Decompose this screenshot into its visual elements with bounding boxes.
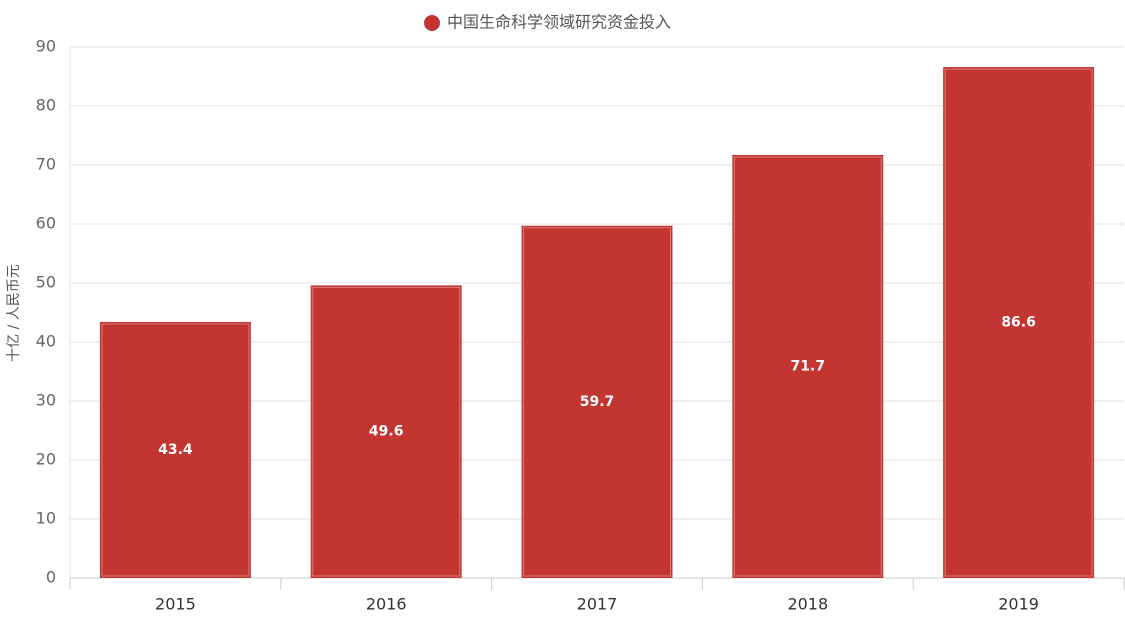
bar-inner-border <box>733 156 882 577</box>
x-tick-label: 2018 <box>787 595 828 614</box>
bar <box>99 321 251 578</box>
x-tick-label: 2016 <box>366 595 407 614</box>
bar <box>943 67 1095 578</box>
bar-inner-border <box>312 286 461 577</box>
x-tick-label: 2017 <box>577 595 618 614</box>
x-tick-label: 2015 <box>155 595 196 614</box>
y-tick-label: 50 <box>36 273 56 292</box>
legend-marker <box>424 15 440 31</box>
legend-label: 中国生命科学领域研究资金投入 <box>447 13 671 32</box>
bar-inner-border <box>523 227 671 577</box>
y-tick-label: 40 <box>36 332 56 351</box>
y-tick-label: 90 <box>36 37 56 56</box>
bar-inner-border <box>944 68 1093 577</box>
bar-inner-border <box>101 323 250 577</box>
y-tick-label: 80 <box>36 96 56 115</box>
y-tick-label: 70 <box>36 155 56 174</box>
y-tick-label: 30 <box>36 391 56 410</box>
bar <box>521 225 673 578</box>
bar-value-label: 71.7 <box>791 358 826 374</box>
y-axis-label: 十亿 / 人民币元 <box>6 264 22 362</box>
bar-value-label: 43.4 <box>158 442 193 458</box>
bar <box>732 154 884 578</box>
y-tick-label: 10 <box>36 509 56 528</box>
x-tick-label: 2019 <box>998 595 1039 614</box>
y-tick-label: 0 <box>46 568 56 587</box>
bar-value-label: 49.6 <box>369 424 404 440</box>
bar-value-label: 86.6 <box>1001 315 1036 331</box>
y-tick-label: 20 <box>36 450 56 469</box>
bar <box>310 285 462 578</box>
bar-value-label: 59.7 <box>580 394 615 410</box>
y-tick-label: 60 <box>36 214 56 233</box>
